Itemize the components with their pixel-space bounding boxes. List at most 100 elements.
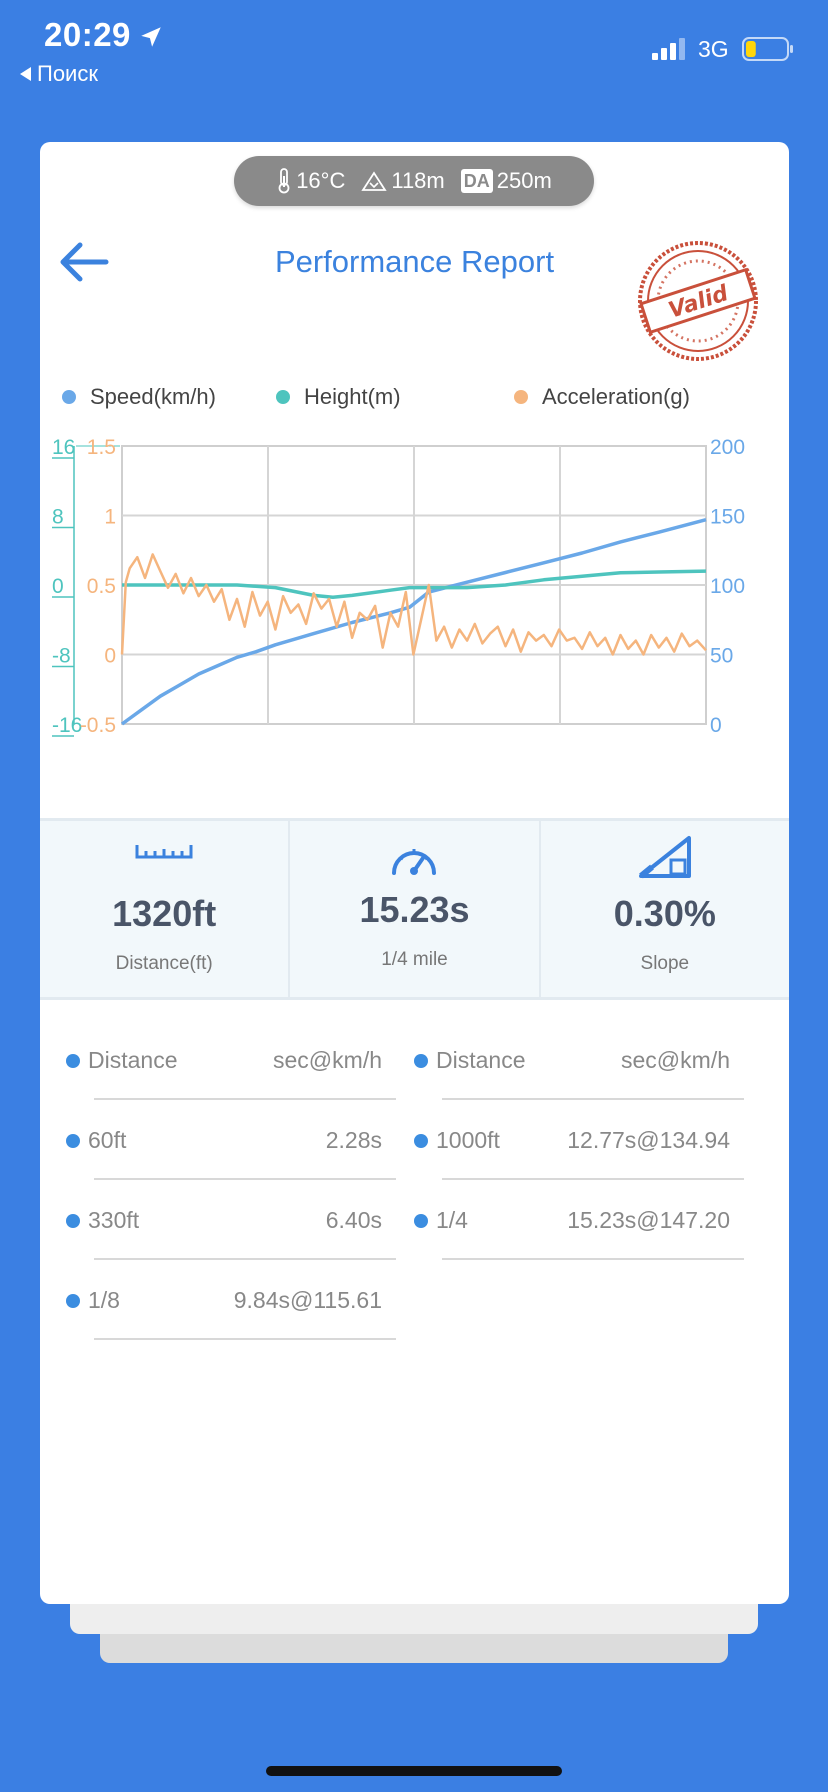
stat-slope: 0.30% Slope: [538, 821, 789, 997]
back-app-label: Поиск: [37, 61, 98, 86]
speed-series-line: [120, 518, 707, 726]
thermometer-icon: [278, 168, 290, 194]
stat-value-distance: 1320ft: [112, 893, 217, 934]
acceleration-series-line: [120, 553, 707, 656]
split-header-left: Distance sec@km/h: [66, 1020, 396, 1100]
split-value: 12.77s@134.94: [567, 1127, 730, 1153]
legend-item-speed: Speed(km/h): [62, 384, 216, 410]
legend-label-height: Height(m): [304, 384, 401, 409]
legend-label-acceleration: Acceleration(g): [542, 384, 690, 409]
stat-label-distance: Distance(ft): [115, 953, 213, 974]
temperature-value: 16°C: [296, 168, 346, 193]
ruler-icon: [135, 845, 193, 859]
bullet-dot: [66, 1054, 80, 1068]
acceleration-tick-label: 1: [104, 506, 116, 529]
height-tick-label: -8: [52, 645, 71, 668]
signal-icon: [652, 38, 685, 60]
split-value: 9.84s@115.61: [233, 1287, 382, 1313]
split-name: 1/4: [436, 1207, 468, 1233]
split-name: 60ft: [88, 1127, 127, 1153]
acceleration-tick-label: 0: [104, 645, 116, 668]
row-divider: [442, 1178, 744, 1180]
split-value: 2.28s: [325, 1127, 382, 1153]
status-bar: 20:29 Поиск 3G: [0, 0, 828, 100]
height-series-line: [122, 569, 707, 599]
bullet-dot: [66, 1134, 80, 1148]
mountain-icon: [361, 171, 387, 191]
performance-chart: 16 1.5 200 8 1 150 0 0.5 100 -8 0 50 -16-0.5 0: [52, 436, 745, 737]
legend-dot-acceleration: [514, 390, 528, 404]
battery-icon: [742, 37, 793, 61]
bullet-dot: [66, 1294, 80, 1308]
split-header-value: sec@km/h: [621, 1047, 730, 1073]
density-altitude-value: 250m: [496, 168, 552, 193]
split-header-name: Distance: [88, 1047, 178, 1073]
legend-dot-height: [276, 390, 290, 404]
split-value: 6.40s: [325, 1207, 382, 1233]
bullet-dot: [414, 1134, 428, 1148]
row-divider: [94, 1178, 396, 1180]
acceleration-tick-label: 1.5: [87, 436, 116, 459]
status-time: 20:29: [44, 16, 131, 53]
chart-legend: Speed(km/h) Height(m) Acceleration(g): [62, 384, 782, 418]
acceleration-tick-label: -0.5: [80, 714, 116, 737]
split-name: 1/8: [88, 1287, 120, 1313]
stat-label-slope: Slope: [640, 953, 690, 974]
density-altitude-item: DA 250m: [460, 168, 552, 194]
split-row: 1/4 15.23s@147.20: [414, 1180, 744, 1260]
speed-tick-label: 100: [710, 575, 745, 598]
stats-row: 1320ft Distance(ft) 15.23s 1/4 mile 0.30…: [40, 818, 789, 1000]
row-divider: [442, 1258, 744, 1260]
da-badge: DA: [460, 169, 493, 193]
legend-dot-speed: [62, 390, 76, 404]
speed-tick-label: 50: [710, 645, 733, 668]
height-tick-label: -16: [52, 714, 82, 737]
row-divider: [94, 1098, 396, 1100]
altitude-value: 118m: [391, 168, 445, 193]
split-row: 1/8 9.84s@115.61: [66, 1260, 396, 1340]
legend-item-acceleration: Acceleration(g): [514, 384, 690, 410]
stat-time: 15.23s 1/4 mile: [288, 821, 538, 997]
split-header-name: Distance: [436, 1047, 526, 1073]
bullet-dot: [414, 1054, 428, 1068]
bullet-dot: [66, 1214, 80, 1228]
row-divider: [94, 1258, 396, 1260]
height-tick-label: 8: [52, 506, 64, 529]
back-to-search-link[interactable]: Поиск: [20, 61, 98, 87]
acceleration-tick-label: 0.5: [87, 575, 116, 598]
row-divider: [94, 1338, 396, 1340]
altitude-item: 118m: [361, 168, 445, 194]
valid-stamp-icon: Valid: [638, 241, 758, 361]
stat-label-time: 1/4 mile: [381, 949, 448, 970]
speed-tick-label: 200: [710, 436, 745, 459]
temperature-item: 16°C: [276, 168, 345, 194]
split-row: 1000ft 12.77s@134.94: [414, 1100, 744, 1180]
split-header-right: Distance sec@km/h: [414, 1020, 744, 1100]
speed-tick-label: 150: [710, 506, 745, 529]
height-tick-label: 0: [52, 575, 64, 598]
legend-label-speed: Speed(km/h): [90, 384, 216, 409]
home-indicator: [266, 1766, 562, 1776]
stat-value-time: 15.23s: [359, 889, 470, 930]
page-title: Performance Report: [274, 244, 555, 279]
speed-tick-label: 0: [710, 714, 722, 737]
bullet-dot: [414, 1214, 428, 1228]
split-header-value: sec@km/h: [273, 1047, 382, 1073]
split-name: 330ft: [88, 1207, 140, 1233]
network-type: 3G: [698, 36, 729, 62]
location-arrow-icon: [141, 27, 161, 47]
back-arrow-icon[interactable]: [58, 240, 110, 284]
legend-item-height: Height(m): [276, 384, 401, 410]
split-row: 60ft 2.28s: [66, 1100, 396, 1180]
stat-distance: 1320ft Distance(ft): [40, 821, 288, 997]
slope-icon: [638, 836, 691, 879]
speedometer-icon: [392, 849, 437, 875]
weather-pill: 16°C 118m DA 250m: [234, 156, 594, 206]
split-row: 330ft 6.40s: [66, 1180, 396, 1260]
back-triangle-icon: [20, 67, 31, 81]
stat-value-slope: 0.30%: [613, 893, 716, 934]
height-tick-label: 16: [52, 436, 75, 459]
split-name: 1000ft: [436, 1127, 500, 1153]
split-value: 15.23s@147.20: [567, 1207, 730, 1233]
row-divider: [442, 1098, 744, 1100]
